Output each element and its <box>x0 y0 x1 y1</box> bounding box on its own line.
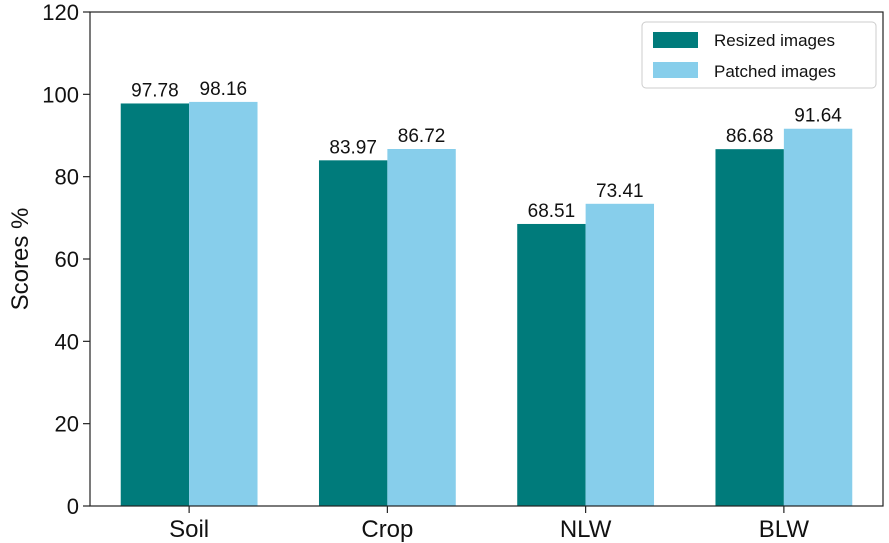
y-tick-label: 120 <box>42 0 79 25</box>
value-labels: 97.78 98.16 83.97 86.72 68.51 73.41 86.68 91.64 <box>131 79 842 222</box>
value-label: 97.78 <box>131 80 179 101</box>
bar-blw-resized <box>715 149 784 506</box>
x-category-label: Crop <box>361 516 413 543</box>
value-label: 73.41 <box>596 181 644 202</box>
bar-soil-patched <box>189 101 258 507</box>
legend-swatch-resized <box>653 32 698 48</box>
plot-frame <box>89 11 884 507</box>
x-category-label: NLW <box>560 516 612 543</box>
y-tick-label: 40 <box>55 329 79 354</box>
value-label: 83.97 <box>329 137 377 158</box>
bar-crop-patched <box>387 149 456 506</box>
y-tick-label: 60 <box>55 247 79 272</box>
bar-blw-patched <box>783 128 853 507</box>
legend-label-patched: Patched images <box>714 62 836 81</box>
bar-nlw-patched <box>585 203 655 506</box>
bar-crop-resized <box>318 160 388 507</box>
legend-box <box>641 21 877 89</box>
value-label: 86.72 <box>398 126 446 147</box>
x-axis-categories: Soil Crop NLW BLW <box>169 506 809 543</box>
y-tick-label: 100 <box>42 82 79 107</box>
x-category-label: Soil <box>169 516 209 543</box>
value-label: 98.16 <box>200 79 248 100</box>
y-axis-title: Scores % <box>7 208 34 311</box>
bar-soil-resized <box>120 103 190 506</box>
bar-nlw-resized <box>517 223 586 506</box>
legend-swatch-patched <box>653 62 698 78</box>
legend: Resized images Patched images <box>641 21 877 89</box>
value-label: 68.51 <box>528 201 576 222</box>
bars <box>120 101 853 507</box>
x-category-label: BLW <box>759 516 810 543</box>
y-tick-label: 20 <box>55 412 79 437</box>
value-label: 91.64 <box>794 106 842 127</box>
value-label: 86.68 <box>726 126 774 147</box>
legend-label-resized: Resized images <box>714 31 835 50</box>
y-tick-label: 0 <box>67 494 79 519</box>
y-axis-ticks: 0 20 40 60 80 100 120 <box>42 0 90 519</box>
y-tick-label: 80 <box>55 165 79 190</box>
